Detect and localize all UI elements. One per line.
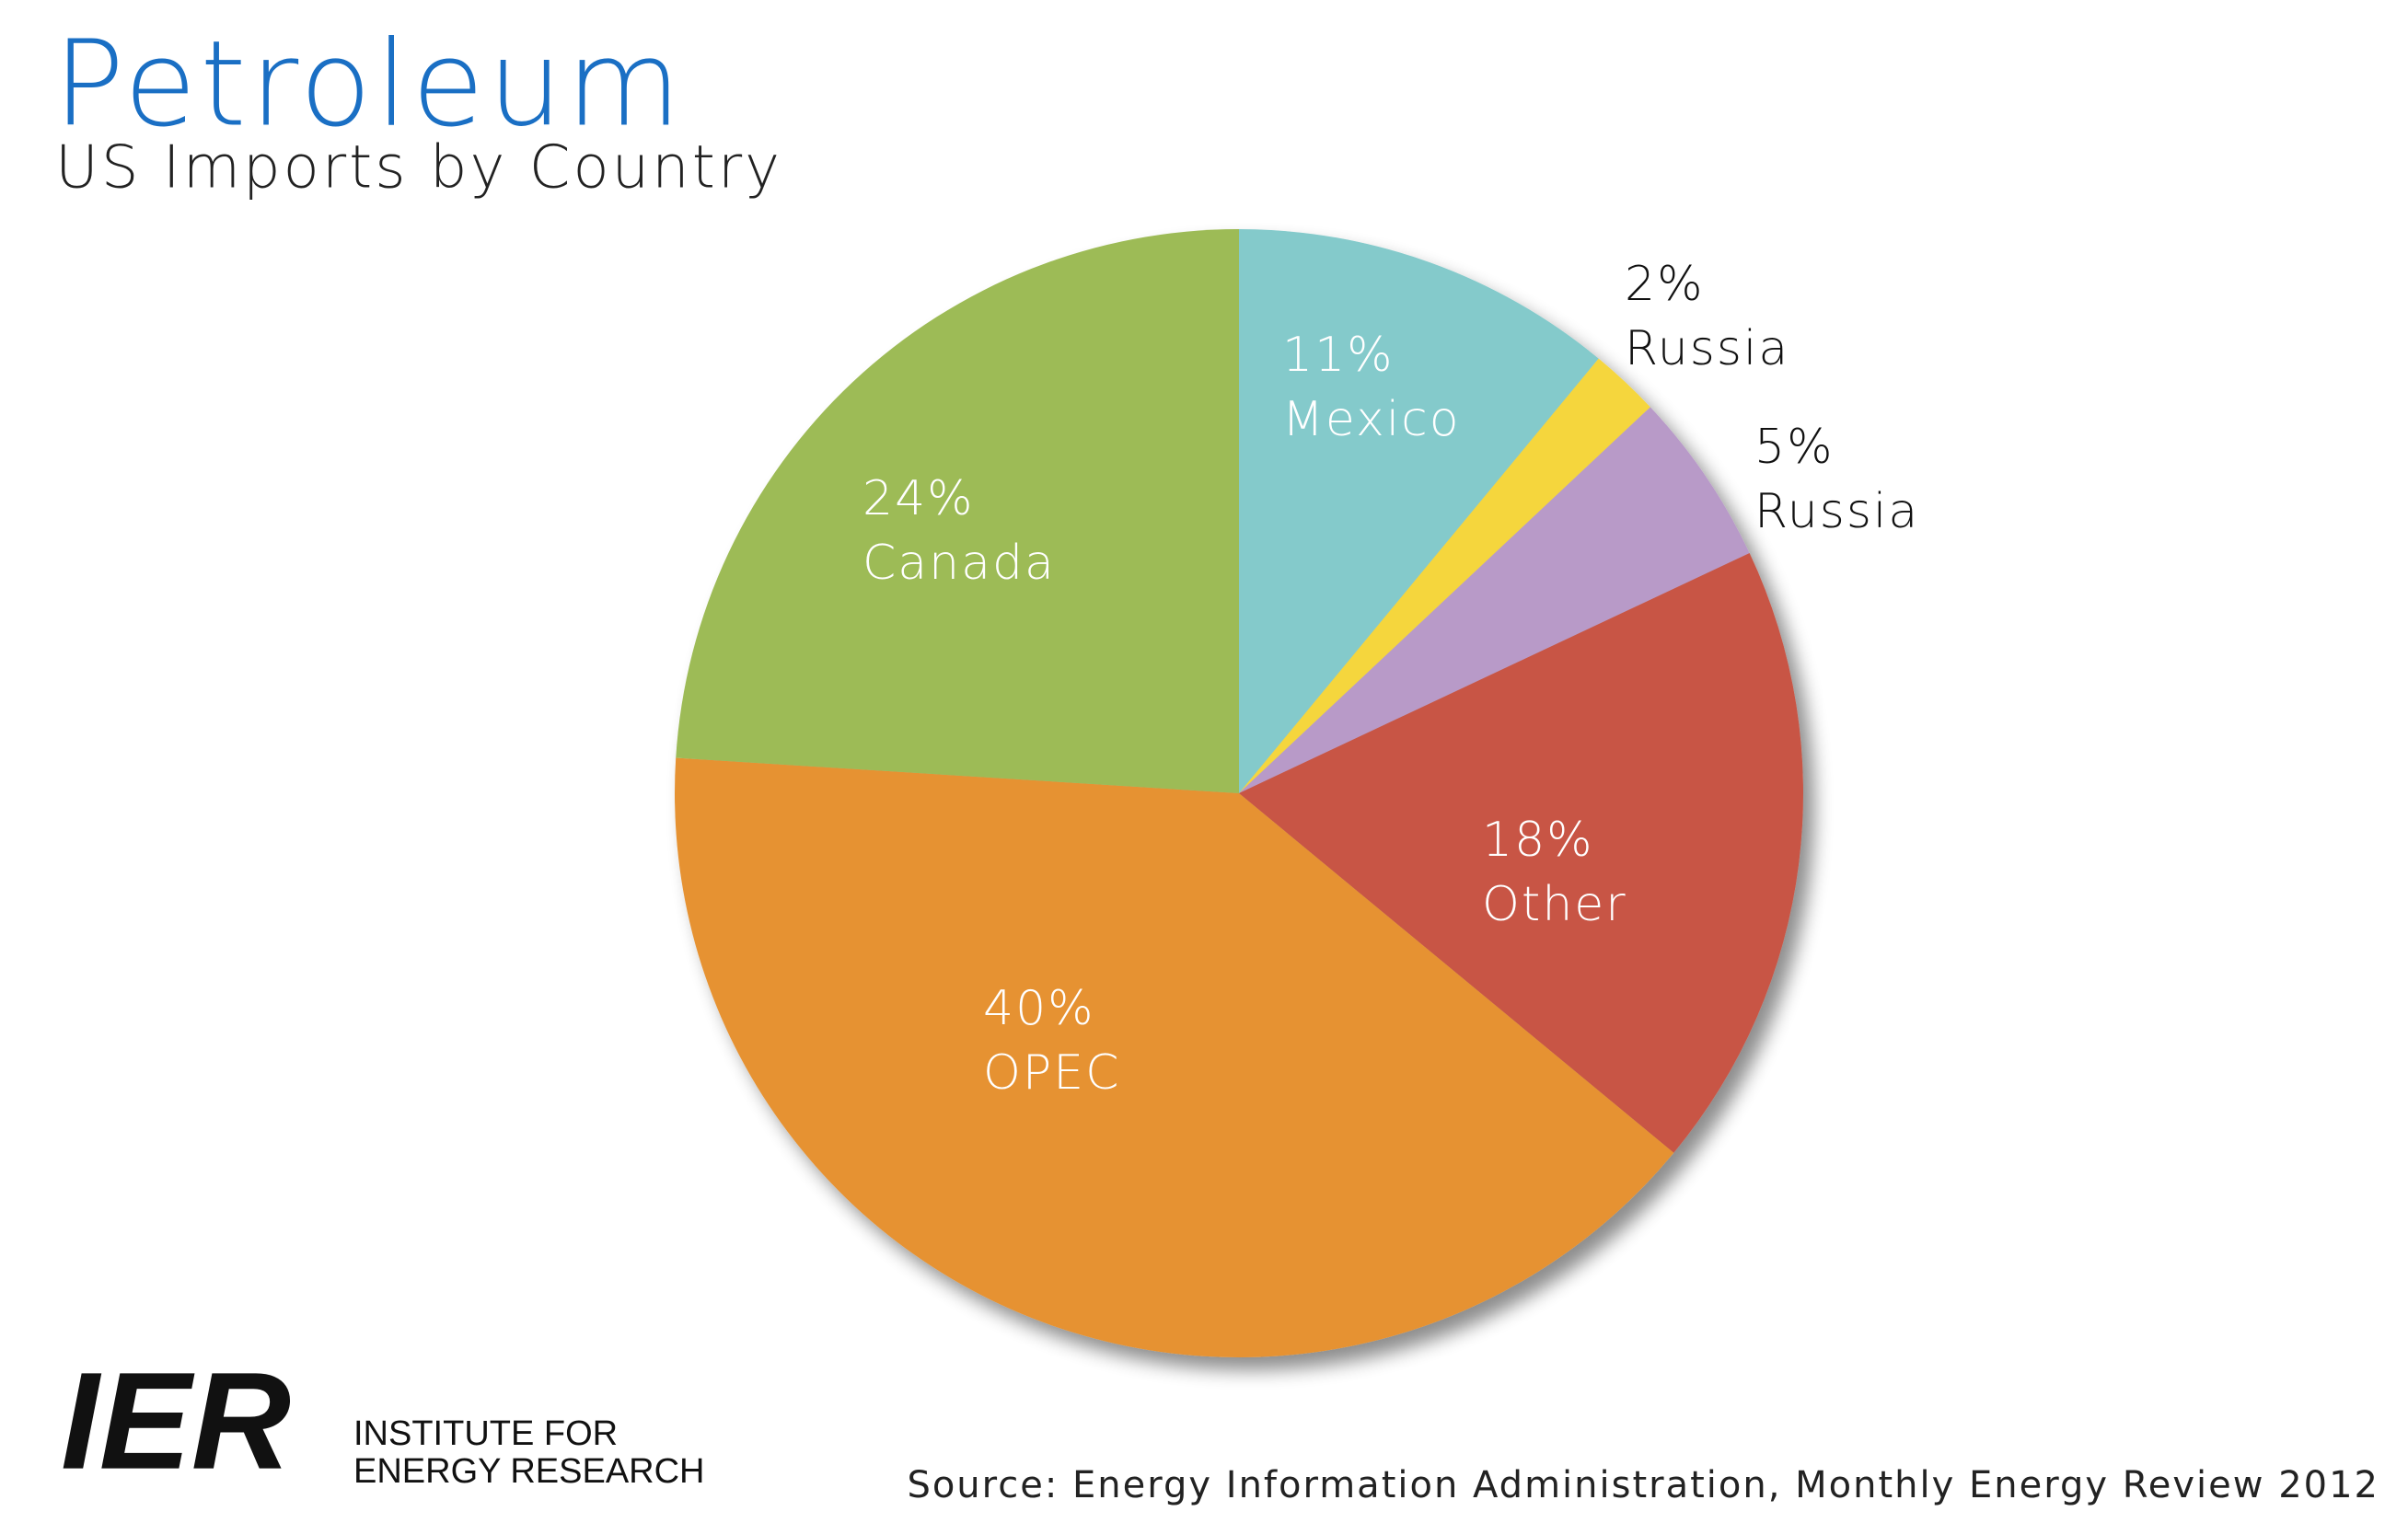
data-label: 11% — [1282, 328, 1395, 383]
chart-subtitle: US Imports by Country — [55, 134, 782, 202]
slice-label: Russia — [1625, 321, 1789, 376]
slice-label: Other — [1482, 877, 1627, 932]
logo-line: ENERGY RESEARCH — [353, 1452, 705, 1491]
pie-slice — [1239, 229, 1599, 793]
slice-label: Mexico — [1282, 392, 1461, 447]
pie — [674, 229, 1803, 1357]
logo-line: INSTITUTE FOR — [353, 1414, 618, 1453]
pie-slice — [674, 757, 1674, 1357]
source-note: Source: Energy Information Administratio… — [907, 1464, 2379, 1506]
slice-label: Canada — [862, 536, 1056, 591]
pie-slice — [676, 229, 1239, 793]
data-label: 40% — [983, 981, 1095, 1036]
labels: 11% Mexico 2% Russia 5% Russia 18% Other 40% OPEC… — [862, 257, 1919, 1101]
slice-label: OPEC — [983, 1045, 1120, 1101]
data-label: 24% — [862, 471, 975, 526]
data-label: 5% — [1754, 420, 1835, 475]
pie-slice — [1239, 358, 1650, 793]
pie-slice — [1239, 407, 1750, 793]
data-label: 18% — [1482, 813, 1594, 868]
logo-mark: IER — [61, 1344, 291, 1498]
slice-label: Russia — [1754, 484, 1919, 539]
pie-slice — [1239, 552, 1803, 1153]
chart-title: Petroleum — [53, 16, 685, 153]
data-label: 2% — [1625, 257, 1705, 312]
